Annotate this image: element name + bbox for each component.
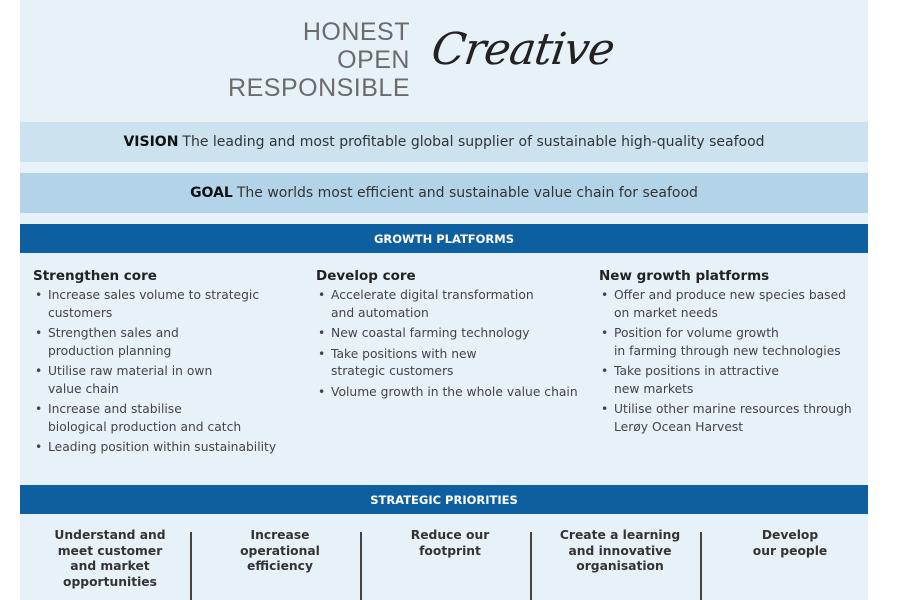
- priority-item: Increase operational efficiency: [240, 528, 320, 573]
- divider: [190, 532, 192, 600]
- core-values: HONEST OPEN RESPONSIBLE: [228, 18, 410, 102]
- vision-text: The leading and most profitable global s…: [182, 134, 765, 150]
- strategic-priorities-header: STRATEGIC PRIORITIES: [20, 485, 868, 514]
- list-item: Volume growth in the whole value chain: [316, 384, 586, 402]
- value-responsible: RESPONSIBLE: [228, 74, 410, 102]
- goal-text: The worlds most efficient and sustainabl…: [236, 185, 698, 201]
- column-title: Strengthen core: [33, 268, 157, 284]
- divider: [360, 532, 362, 600]
- vision-label: VISION: [123, 134, 179, 150]
- goal-band: GOAL The worlds most efficient and susta…: [20, 173, 868, 213]
- vision-band: VISION The leading and most profitable g…: [20, 122, 868, 162]
- column-new-growth-platforms: New growth platforms Offer and produce n…: [599, 268, 869, 439]
- priority-item: Reduce our footprint: [410, 528, 490, 558]
- column-strengthen-core: Strengthen core Increase sales volume to…: [33, 268, 303, 460]
- list-item: Leading position within sustainability: [33, 439, 303, 457]
- list-item: Utilise raw material in own value chain: [33, 363, 303, 398]
- list-item: Accelerate digital transformation and au…: [316, 287, 586, 322]
- divider: [700, 532, 702, 600]
- value-open: OPEN: [337, 46, 410, 74]
- priority-item: Understand and meet customer and market …: [54, 528, 166, 589]
- goal-label: GOAL: [190, 185, 233, 201]
- priority-item: Develop our people: [752, 528, 828, 558]
- growth-platforms-header: GROWTH PLATFORMS: [20, 224, 868, 253]
- strategy-page: HONEST OPEN RESPONSIBLE Creative VISION …: [20, 0, 868, 600]
- priority-item: Create a learning and innovative organis…: [559, 528, 681, 573]
- list-item: Position for volume growth in farming th…: [599, 325, 869, 360]
- list-item: Strengthen sales and production planning: [33, 325, 303, 360]
- list-item: Take positions in attractive new markets: [599, 363, 869, 398]
- divider: [530, 532, 532, 600]
- list-item: New coastal farming technology: [316, 325, 586, 343]
- column-title: New growth platforms: [599, 268, 770, 284]
- list-item: Take positions with new strategic custom…: [316, 346, 586, 381]
- list-item: Offer and produce new species based on m…: [599, 287, 869, 322]
- value-creative: Creative: [428, 24, 618, 75]
- value-honest: HONEST: [302, 18, 410, 46]
- column-develop-core: Develop core Accelerate digital transfor…: [316, 268, 586, 404]
- list-item: Increase and stabilise biological produc…: [33, 401, 303, 436]
- column-title: Develop core: [316, 268, 416, 284]
- list-item: Increase sales volume to strategic custo…: [33, 287, 303, 322]
- list-item: Utilise other marine resources through L…: [599, 401, 869, 436]
